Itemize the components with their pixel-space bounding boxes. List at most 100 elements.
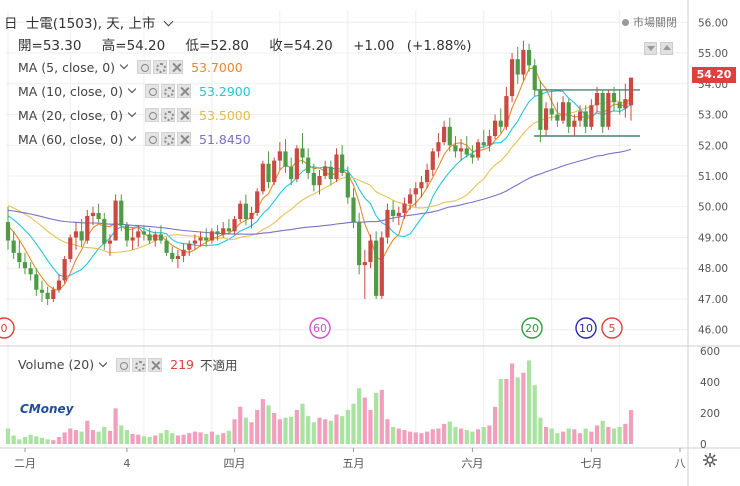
scale-buttons[interactable] (644, 42, 673, 55)
ma-line-10 (7, 90, 632, 278)
candle-body (192, 240, 197, 244)
volume-bar (22, 437, 28, 444)
ma-line-60 (7, 148, 632, 235)
time-tick-label: 五月 (342, 457, 364, 470)
eye-icon[interactable] (145, 108, 160, 122)
volume-bar (11, 435, 16, 444)
eye-icon[interactable] (137, 60, 152, 74)
chevron-down-icon[interactable] (127, 132, 137, 142)
indicator-badge (521, 317, 543, 339)
candle-body (17, 252, 22, 263)
volume-bar (255, 409, 260, 444)
volume-bar (515, 377, 520, 444)
indicator-label[interactable]: MA (5, close, 0) (18, 59, 116, 75)
chevron-down-icon[interactable] (163, 16, 174, 27)
chevron-down-icon[interactable] (127, 108, 137, 118)
indicator-row-ma60[interactable]: MA (60, close, 0) 51.8450 (18, 130, 251, 148)
gear-icon[interactable] (161, 108, 176, 122)
volume-indicator-row[interactable]: Volume (20) 219 不適用 (18, 355, 238, 374)
volume-bar (521, 372, 526, 444)
close-icon[interactable] (177, 132, 192, 146)
candle-body (374, 240, 379, 296)
candle-body (560, 102, 566, 121)
volume-bar (391, 426, 396, 444)
candle-body (521, 49, 526, 75)
volume-bar (492, 406, 498, 444)
indicator-badges: 0 60 20 10 5 (0, 317, 623, 339)
volume-status: 不適用 (199, 358, 238, 373)
volume-indicator-label[interactable]: Volume (20) (18, 357, 95, 372)
candle-body (543, 108, 549, 130)
close-icon[interactable] (169, 60, 184, 74)
eye-icon[interactable] (145, 84, 160, 98)
gear-icon[interactable] (702, 452, 718, 468)
symbol-title[interactable]: 士電(1503), 天, 上市 (25, 16, 156, 32)
candle-body (628, 77, 634, 106)
candle-body (68, 237, 73, 259)
interval-icon[interactable]: 日 (4, 16, 18, 32)
volume-bar (379, 389, 384, 444)
candle-body (566, 102, 571, 127)
indicator-row-ma20[interactable]: MA (20, close, 0) 53.5000 (18, 106, 251, 124)
candle-body (413, 188, 418, 195)
candle-body (28, 268, 33, 275)
candle-body (589, 105, 594, 127)
candle-body (85, 215, 90, 241)
eye-icon[interactable] (145, 132, 160, 146)
volume-bar (549, 428, 554, 444)
gear-icon[interactable] (132, 357, 147, 372)
volume-bar (90, 430, 96, 444)
candle-body (51, 289, 56, 299)
chevron-down-icon[interactable] (127, 84, 137, 94)
close-icon[interactable] (177, 108, 192, 122)
candle-body (577, 111, 583, 121)
volume-bar (39, 437, 45, 444)
candle-body (538, 89, 543, 130)
candle-body (351, 197, 356, 223)
indicator-label[interactable]: MA (60, close, 0) (18, 131, 124, 147)
indicator-row-ma10[interactable]: MA (10, close, 0) 53.2900 (18, 82, 251, 100)
scroll-down-icon[interactable] (644, 42, 657, 55)
indicator-label[interactable]: MA (10, close, 0) (18, 83, 124, 99)
scroll-up-icon[interactable] (660, 42, 673, 55)
candle-body (170, 252, 175, 259)
candle-body (362, 262, 367, 266)
volume-bar (124, 430, 130, 444)
volume-bar (560, 431, 566, 444)
volume-tick-label: 200 (700, 408, 720, 420)
volume-bar (498, 378, 503, 444)
time-tick-label: 八 (675, 457, 686, 470)
chevron-down-icon[interactable] (119, 60, 129, 70)
volume-bar (475, 429, 481, 444)
chevron-down-icon[interactable] (98, 358, 108, 367)
candle-body (5, 222, 11, 241)
volume-bar (277, 419, 282, 444)
gear-icon[interactable] (153, 60, 168, 74)
close-icon[interactable] (177, 84, 192, 98)
volume-bar (198, 432, 203, 444)
change-value: +1.00 (353, 38, 395, 54)
eye-icon[interactable] (116, 357, 131, 372)
close-icon[interactable] (148, 357, 163, 372)
indicator-label[interactable]: MA (20, close, 0) (18, 107, 124, 123)
price-tick-label: 49.00 (698, 232, 728, 244)
volume-bar (62, 432, 67, 444)
candle-body (226, 228, 231, 232)
change-percent: (+1.88%) (406, 38, 472, 54)
volume-bar (249, 422, 254, 444)
volume-bar (430, 429, 435, 444)
candle-body (232, 219, 237, 232)
indicator-badge-label: 5 (609, 322, 616, 335)
candle-body (430, 151, 435, 170)
gear-icon[interactable] (161, 132, 176, 146)
volume-bar (34, 436, 39, 444)
symbol-header[interactable]: 日 士電(1503), 天, 上市 (4, 12, 174, 32)
volume-bar (543, 426, 549, 444)
indicator-row-ma5[interactable]: MA (5, close, 0) 53.7000 (18, 58, 243, 76)
time-tick-label: 四月 (224, 457, 246, 470)
candle-body (107, 240, 113, 244)
gear-icon[interactable] (161, 84, 176, 98)
candle-body (283, 151, 288, 167)
candle-body (102, 219, 107, 244)
